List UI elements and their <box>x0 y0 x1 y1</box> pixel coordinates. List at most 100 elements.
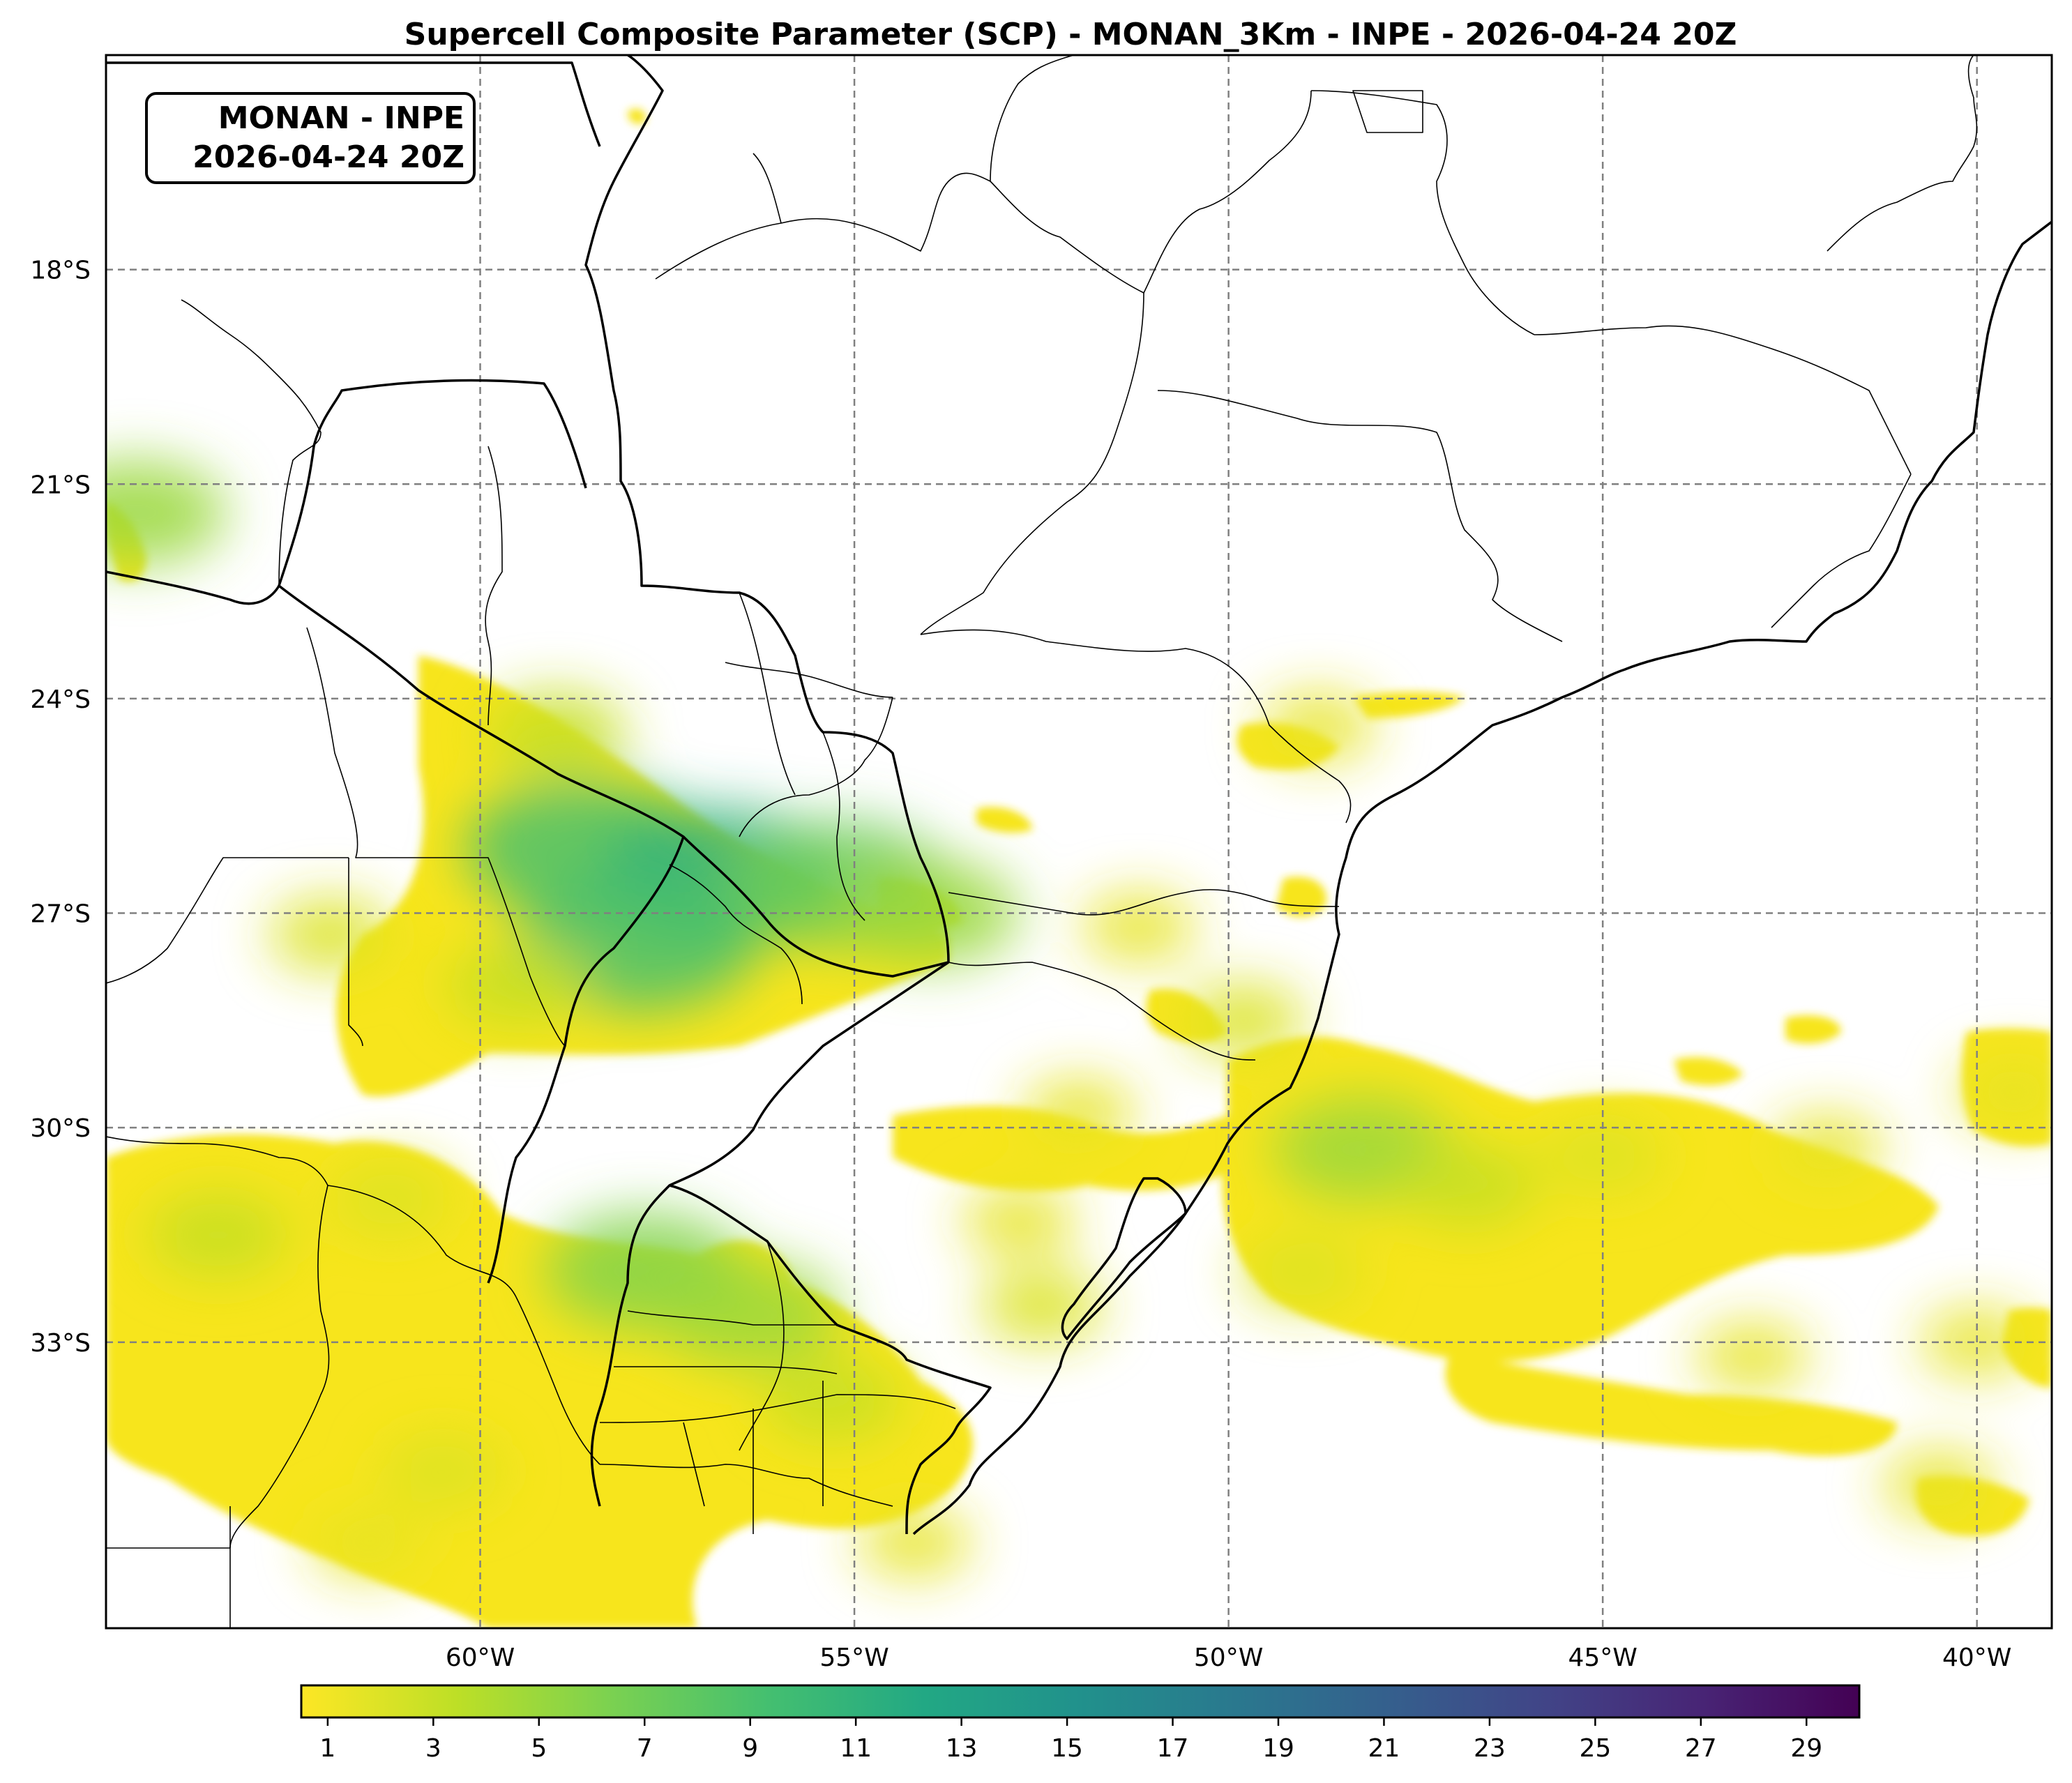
state-border <box>627 1310 837 1326</box>
state-border <box>1157 390 1563 642</box>
colorbar-tick-label: 23 <box>1474 1734 1506 1763</box>
coastline-brazil <box>912 220 2052 1535</box>
state-border <box>683 1422 705 1507</box>
state-border <box>599 1394 956 1423</box>
state-border <box>306 627 566 1047</box>
scp-blob <box>1958 1058 2052 1125</box>
scp-blob <box>1022 1079 1135 1147</box>
border-argentina-paraguay <box>278 584 685 1284</box>
gridlines <box>106 55 2052 1628</box>
lat-tick-label: 21°S <box>30 471 91 499</box>
state-border <box>920 292 1144 635</box>
lon-tick-label: 40°W <box>1942 1644 2011 1672</box>
lat-ticks: 18°S 21°S 24°S 27°S 30°S 33°S <box>30 257 91 1358</box>
state-border <box>655 90 1312 294</box>
lon-tick-label: 60°W <box>446 1644 515 1672</box>
scp-blob <box>106 460 227 566</box>
state-border <box>739 592 796 796</box>
lat-tick-label: 33°S <box>30 1329 91 1358</box>
border-brazil-bolivia-west <box>106 61 601 147</box>
colorbar-tick-label: 29 <box>1790 1734 1822 1763</box>
state-border <box>948 889 1340 916</box>
colorbar-tick-label: 9 <box>742 1734 758 1763</box>
scp-blob <box>980 1270 1103 1343</box>
scp-blob <box>1082 894 1195 962</box>
scp-blob <box>146 1193 289 1277</box>
scp-blob <box>1182 984 1306 1057</box>
scp-blob <box>1695 1323 1809 1390</box>
state-border <box>739 1240 785 1451</box>
scp-blob <box>962 1187 1076 1254</box>
state-border <box>1534 325 1912 475</box>
scp-blob <box>483 692 626 777</box>
state-border <box>990 55 1075 182</box>
lat-tick-label: 18°S <box>30 257 91 285</box>
lat-tick-label: 24°S <box>30 685 91 714</box>
scp-blob <box>381 1434 504 1508</box>
lon-tick-label: 50°W <box>1194 1644 1263 1672</box>
scp-blob <box>857 1508 971 1576</box>
state-border <box>1827 55 1978 252</box>
state-border <box>327 1185 600 1465</box>
info-box-line2: 2026-04-24 20Z <box>192 139 464 175</box>
lon-ticks: 60°W 55°W 50°W 45°W 40°W <box>446 1644 2012 1672</box>
border-bolivia <box>106 379 587 605</box>
colorbar-tick-label: 25 <box>1579 1734 1611 1763</box>
info-box-line1: MONAN - INPE <box>218 100 464 136</box>
state-border <box>753 153 782 224</box>
colorbar-tick-label: 21 <box>1368 1734 1400 1763</box>
scp-blob <box>446 943 589 1027</box>
info-box-frame <box>145 92 476 184</box>
colorbar-ticks: 1 3 5 7 9 11 13 15 17 19 21 23 25 27 29 <box>319 1717 1822 1763</box>
state-border <box>822 731 865 921</box>
lat-tick-label: 30°S <box>30 1114 91 1143</box>
colorbar-tick-label: 7 <box>637 1734 653 1763</box>
colorbar-tick-label: 3 <box>425 1734 441 1763</box>
lagoa-dos-patos <box>1061 1177 1187 1340</box>
state-border <box>106 857 349 984</box>
lon-tick-label: 45°W <box>1568 1644 1637 1672</box>
state-border <box>725 662 893 698</box>
scp-blob <box>1771 1115 1884 1183</box>
state-border <box>106 1136 330 1549</box>
scp-field <box>106 108 2052 1628</box>
colorbar-tick-label: 19 <box>1262 1734 1294 1763</box>
scp-blob <box>1241 1234 1365 1307</box>
map-frame <box>105 54 2053 1630</box>
state-border <box>669 864 803 1005</box>
scp-blob <box>311 1508 425 1576</box>
state-border <box>739 697 893 837</box>
state-border <box>599 1464 893 1507</box>
colorbar-tick-label: 17 <box>1157 1734 1189 1763</box>
state-border <box>348 858 363 1047</box>
scp-blob <box>1262 693 1375 761</box>
state-border <box>1310 90 1535 335</box>
state-border <box>181 299 322 586</box>
scp-blob <box>760 1357 903 1441</box>
map-content <box>106 55 2052 1628</box>
scp-blob <box>1397 1143 1539 1227</box>
state-border <box>485 446 503 726</box>
colorbar-tick-label: 11 <box>840 1734 872 1763</box>
colorbar-tick-label: 13 <box>946 1734 978 1763</box>
lat-tick-label: 27°S <box>30 900 91 929</box>
scp-blob <box>658 1260 840 1367</box>
state-border <box>614 1366 838 1374</box>
border-brazil-paraguay-north <box>584 55 950 963</box>
border-paraguay-brazil <box>682 835 949 978</box>
colorbar-tick-label: 5 <box>531 1734 547 1763</box>
scp-blob <box>1541 1120 1665 1193</box>
colorbar: 1 3 5 7 9 11 13 15 17 19 21 23 25 27 29 <box>300 1684 1861 1763</box>
state-border <box>1352 90 1423 133</box>
state-border <box>948 962 1256 1061</box>
map-title: Supercell Composite Parameter (SCP) - MO… <box>404 17 1737 52</box>
boundaries <box>106 55 2052 1628</box>
scp-blob <box>1883 1451 1997 1519</box>
state-border <box>1771 473 1912 628</box>
colorbar-gradient <box>300 1684 1861 1719</box>
lon-tick-label: 55°W <box>819 1644 888 1672</box>
info-box: MONAN - INPE 2026-04-24 20Z <box>145 92 476 184</box>
scp-blob <box>269 898 392 971</box>
state-border <box>920 629 1352 824</box>
